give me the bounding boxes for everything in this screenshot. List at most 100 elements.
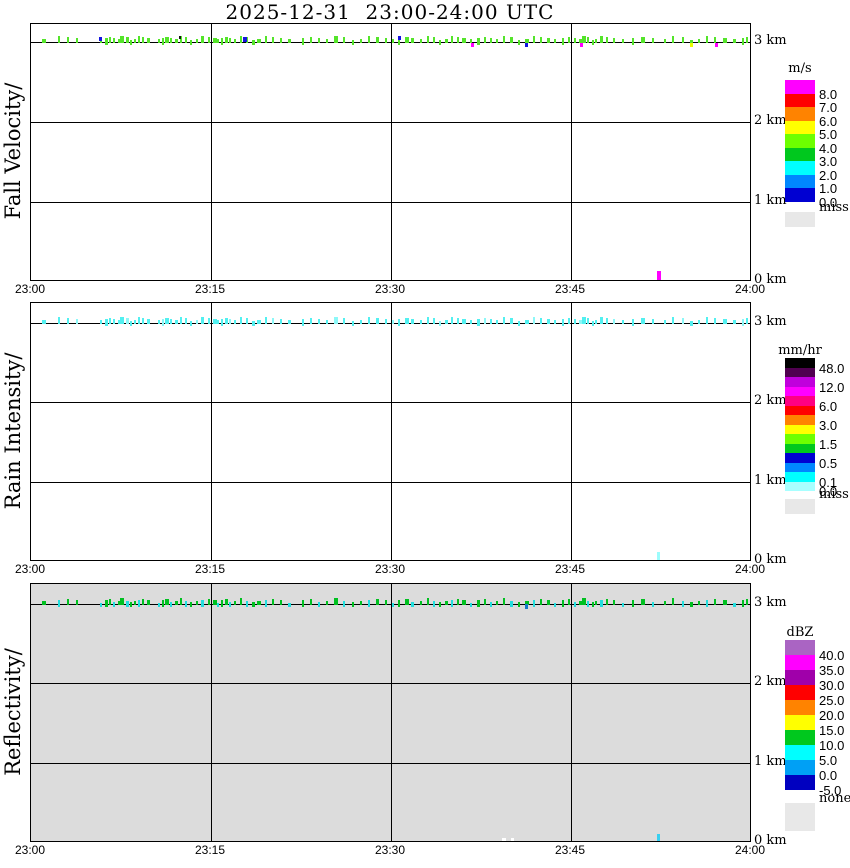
data-mark <box>58 317 60 324</box>
data-mark <box>109 599 111 605</box>
data-mark <box>582 36 586 43</box>
colorbar-value-label: 20.0 <box>819 708 845 723</box>
data-mark-accent <box>580 43 583 47</box>
data-mark <box>58 600 60 607</box>
colorbar-missing-label: miss <box>819 487 849 502</box>
data-mark <box>477 319 480 326</box>
time-tick-label: 23:00 <box>14 843 46 857</box>
data-mark-accent <box>99 37 102 41</box>
data-mark <box>496 601 498 605</box>
data-mark <box>376 37 379 43</box>
data-mark <box>698 601 700 605</box>
colorbar-block <box>785 481 815 491</box>
data-mark <box>574 602 576 607</box>
data-mark <box>622 39 624 43</box>
data-mark <box>310 599 312 605</box>
data-mark <box>579 320 582 324</box>
data-mark <box>606 599 608 605</box>
data-mark <box>334 36 338 43</box>
height-tick-label: 1 km <box>754 754 787 769</box>
data-mark <box>120 36 124 43</box>
data-mark <box>126 37 129 43</box>
data-mark <box>234 39 236 43</box>
data-mark <box>672 36 674 43</box>
colorbar-missing-label: miss <box>819 200 849 215</box>
colorbar-missing-block <box>785 499 815 514</box>
data-mark <box>105 319 108 326</box>
colorbar-missing-block <box>785 212 815 227</box>
data-mark <box>185 318 187 324</box>
data-mark <box>302 600 304 607</box>
data-mark <box>606 37 608 43</box>
data-mark <box>201 600 204 607</box>
data-mark <box>462 319 466 324</box>
data-mark <box>632 600 634 607</box>
data-mark <box>190 321 192 326</box>
gridline-height-1km <box>31 202 750 203</box>
data-mark <box>138 600 140 607</box>
data-mark <box>318 319 320 324</box>
data-mark <box>147 319 150 324</box>
data-mark <box>229 319 231 324</box>
data-mark <box>533 600 535 607</box>
height-tick-label: 1 km <box>754 473 787 488</box>
data-mark <box>272 318 274 324</box>
data-mark <box>76 319 78 324</box>
data-mark <box>257 601 261 605</box>
data-mark <box>234 320 236 324</box>
data-mark <box>742 319 744 326</box>
colorbar-value-label: 1.0 <box>819 181 838 196</box>
data-mark <box>385 600 387 605</box>
data-mark <box>225 599 228 605</box>
data-mark <box>120 317 124 324</box>
data-mark <box>201 317 204 324</box>
colorbar-value-label: 1.5 <box>819 436 838 452</box>
fall-velocity-plot <box>30 23 751 281</box>
data-mark <box>518 602 520 607</box>
data-mark <box>185 37 187 43</box>
data-mark <box>405 318 409 324</box>
height-tick-label: 0 km <box>754 833 787 848</box>
data-mark <box>272 37 274 43</box>
data-mark <box>525 320 529 324</box>
colorbar-value-label: 3.0 <box>819 417 838 433</box>
data-mark-accent <box>243 37 247 42</box>
data-mark <box>470 603 472 607</box>
data-mark <box>445 320 448 324</box>
colorbar-block <box>785 655 815 670</box>
data-mark <box>595 39 597 43</box>
data-mark <box>451 36 453 43</box>
data-mark <box>540 37 542 43</box>
data-mark <box>360 601 362 605</box>
data-mark <box>42 320 46 324</box>
data-mark <box>420 39 422 43</box>
data-mark <box>706 600 708 607</box>
data-mark-accent <box>398 36 401 40</box>
colorbar-title-reflectivity: dBZ <box>786 625 814 640</box>
time-tick-label: 23:30 <box>374 282 406 296</box>
data-mark <box>392 320 394 324</box>
height-tick-label: 2 km <box>754 393 787 408</box>
data-mark <box>343 37 345 43</box>
time-tick-label: 23:15 <box>194 562 226 576</box>
data-mark <box>142 37 144 43</box>
data-mark <box>113 38 115 43</box>
data-mark <box>229 38 231 43</box>
data-mark <box>427 317 429 324</box>
data-mark <box>240 36 242 43</box>
data-mark <box>213 600 217 605</box>
data-mark <box>180 317 182 324</box>
data-mark <box>439 40 441 45</box>
time-tick-label: 24:00 <box>734 843 766 857</box>
time-tick-label: 23:30 <box>374 843 406 857</box>
data-mark <box>158 320 160 324</box>
data-mark <box>568 37 570 43</box>
data-mark <box>130 40 132 45</box>
data-mark <box>411 319 414 324</box>
data-mark <box>714 599 716 605</box>
gridline-height-1km <box>31 482 750 483</box>
data-mark <box>664 320 666 324</box>
data-mark <box>368 317 370 324</box>
gridline-time-23:45 <box>571 303 572 560</box>
